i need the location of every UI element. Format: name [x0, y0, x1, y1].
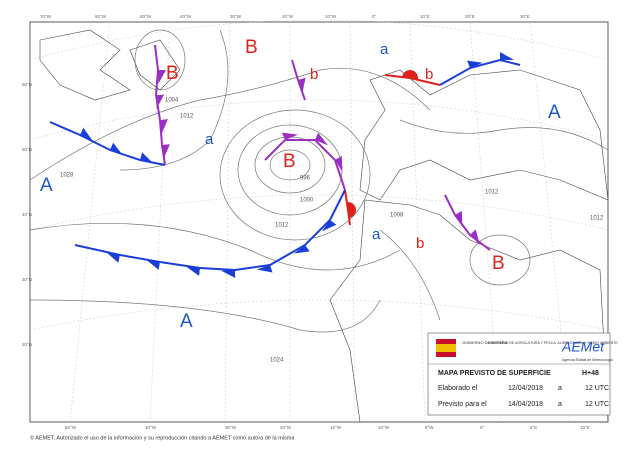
isobar-label: 1012: [590, 216, 604, 222]
agency-name: Agencia Estatal de Meteorología: [562, 358, 613, 362]
fronts: [49, 44, 521, 278]
isobar-label: 1012: [275, 223, 289, 229]
latitude-label: 50°N: [22, 147, 32, 152]
isobar-label: 1012: [180, 114, 194, 120]
coastlines: [39, 29, 609, 423]
isobar: [29, 299, 381, 333]
longitude-label: 40°W: [145, 425, 157, 430]
africa-coast: [329, 199, 609, 423]
coordinate-labels: 70°W 60°W 50°W 40°W 30°W 20°W 10°W 0° 10…: [22, 14, 590, 430]
high-center: a: [380, 41, 389, 58]
isobar-label: 1012: [485, 190, 499, 196]
longitude-label: 10°W: [325, 14, 337, 19]
longitude-label: 5°W: [425, 425, 434, 430]
isobar-labels: 1028 1012 1012 1000 996 1004 1012 1012 1…: [60, 98, 604, 364]
high-center: A: [180, 311, 193, 332]
occluded-front: [154, 44, 170, 166]
latitude-label: 20°N: [22, 342, 32, 347]
longitude-label: 40°W: [180, 14, 192, 19]
isobar-label: 1000: [300, 198, 314, 204]
longitude-label: 0°: [480, 425, 485, 430]
low-center: B: [166, 63, 179, 84]
latitude-label: 40°N: [22, 212, 32, 217]
issued-date: 12/04/2018: [508, 385, 543, 392]
longitude-label: 60°W: [95, 14, 107, 19]
high-center: A: [548, 102, 561, 123]
longitude-label: 50°W: [140, 14, 152, 19]
isobar: [399, 119, 609, 151]
forecast-hour: H+48: [582, 370, 599, 377]
isobar-label: 1024: [270, 358, 284, 364]
cold-front: [49, 121, 166, 166]
isobar: [119, 29, 229, 171]
iceland-coast: [129, 39, 181, 91]
gov-label: GOBIERNO DE ESPAÑA: [462, 340, 508, 345]
high-center: a: [205, 131, 214, 148]
longitude-label: 30°W: [230, 14, 242, 19]
occluded-front: [264, 132, 346, 191]
longitude-label: 10°E: [580, 425, 590, 430]
europe-coast: [359, 69, 609, 201]
high-center: a: [372, 226, 381, 243]
valid-at: a: [558, 401, 562, 408]
info-box: GOBIERNO DE ESPAÑA MINISTERIO DE AGRICUL…: [427, 332, 618, 416]
issued-label: Elaborado el: [438, 385, 478, 392]
isobar-label: 996: [300, 176, 311, 182]
low-center: B: [245, 37, 258, 58]
longitude-label: 0°: [372, 14, 377, 19]
issued-time: 12 UTC: [585, 385, 609, 392]
coat-of-arms-band: [436, 344, 456, 352]
copyright: © AEMET. Autorizado el uso de la informa…: [30, 434, 295, 441]
isobar: [469, 234, 531, 286]
valid-time: 12 UTC: [585, 401, 609, 408]
low-center: B: [492, 253, 505, 274]
warm-front: [384, 70, 441, 86]
longitude-label: 20°W: [280, 425, 292, 430]
longitude-label: 30°W: [225, 425, 237, 430]
issued-at: a: [558, 385, 562, 392]
low-center: b: [425, 66, 433, 83]
longitude-label: 50°W: [65, 425, 77, 430]
pressure-centers: B B b B a A A a b A a b B: [40, 37, 561, 332]
low-center: b: [416, 235, 424, 252]
longitude-label: 5°E: [530, 425, 537, 430]
low-center: b: [310, 66, 318, 83]
isobar-label: 1004: [165, 98, 179, 104]
agency-logo: AEMet: [561, 339, 605, 355]
longitude-label: 20°E: [465, 14, 475, 19]
isobar-label: 1008: [390, 213, 404, 219]
parallels: [29, 19, 609, 331]
longitude-label: 10°W: [378, 425, 390, 430]
isobar: [379, 229, 441, 321]
ministry-label: MINISTERIO DE AGRICULTURA Y PESCA, ALIME…: [488, 340, 618, 345]
latitude-label: 60°N: [22, 82, 32, 87]
greenland-coast: [39, 29, 131, 101]
warm-front: [344, 189, 356, 226]
cold-front: [74, 189, 346, 278]
occluded-front: [444, 194, 491, 251]
isobar-label: 1028: [60, 173, 74, 179]
high-center: A: [40, 175, 53, 196]
longitude-label: 15°W: [330, 425, 342, 430]
occluded-front: [291, 59, 306, 101]
longitude-label: 20°W: [282, 14, 294, 19]
longitude-label: 10°E: [420, 14, 430, 19]
valid-label: Previsto para el: [438, 401, 487, 408]
info-box-frame: [427, 332, 611, 416]
latitude-label: 30°N: [22, 277, 32, 282]
longitude-label: 30°E: [520, 14, 530, 19]
low-center: B: [283, 151, 296, 172]
valid-date: 14/04/2018: [508, 401, 543, 408]
cold-front: [439, 52, 521, 86]
map-title: MAPA PREVISTO DE SUPERFICIE: [438, 370, 551, 377]
longitude-label: 70°W: [40, 14, 52, 19]
